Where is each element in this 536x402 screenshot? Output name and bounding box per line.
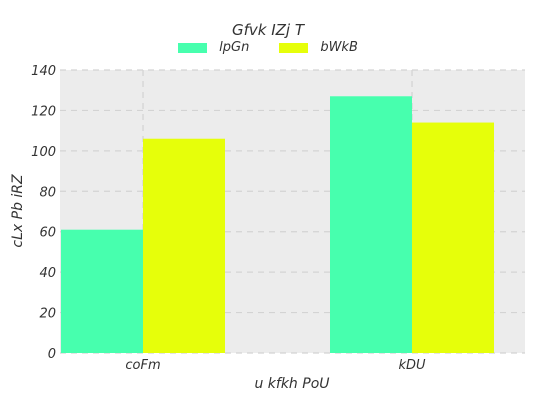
y-tick-label: 140: [31, 64, 56, 79]
y-tick-label: 40: [39, 266, 56, 281]
y-axis-ticks: 0 20 40 60 80 100 120 140: [31, 64, 56, 362]
legend-item-series-2: bWkB: [279, 40, 358, 55]
y-tick-label: 120: [31, 104, 56, 119]
y-tick-label: 100: [31, 145, 56, 160]
x-tick-label: coFm: [125, 358, 160, 373]
bar-lpGn-coFm: [61, 229, 143, 353]
legend-title: Gfvk IZj T: [231, 21, 305, 39]
legend-item-series-1: lpGn: [178, 40, 249, 55]
y-tick-label: 20: [39, 307, 56, 322]
y-tick-label: 60: [39, 226, 56, 241]
legend-swatch-series-2: [279, 42, 309, 53]
bar-lpGn-kDU: [330, 96, 412, 354]
bar-bWkB-coFm: [143, 138, 225, 353]
x-axis-ticks: coFm kDU: [125, 358, 426, 373]
legend-swatch-series-1: [178, 42, 208, 53]
bars: [61, 96, 494, 354]
legend-label-series-1: lpGn: [219, 40, 250, 55]
bar-bWkB-kDU: [412, 122, 494, 353]
x-axis-label: u kfkh PoU: [254, 376, 329, 392]
legend-label-series-2: bWkB: [320, 40, 358, 55]
y-axis-label: cLx Pb iRZ: [10, 174, 26, 248]
x-tick-label: kDU: [398, 358, 426, 373]
y-tick-label: 0: [48, 347, 56, 362]
y-tick-label: 80: [39, 185, 56, 200]
legend: lpGn bWkB: [0, 40, 536, 55]
